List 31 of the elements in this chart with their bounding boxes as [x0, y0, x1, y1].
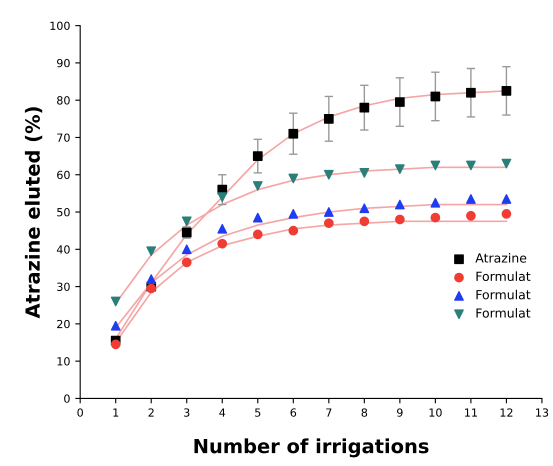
y-tick-label: 80	[57, 96, 70, 105]
y-tick-label: 90	[57, 58, 70, 68]
legend-label: Formulat	[476, 308, 530, 318]
y-axis-title: Atrazine eluted (%)	[24, 107, 42, 318]
x-tick-label: 5	[255, 408, 260, 417]
x-tick-label: 12	[500, 408, 512, 417]
y-tick-label: 30	[57, 282, 70, 291]
x-tick-label: 1	[113, 408, 118, 417]
x-axis-title: Number of irrigations	[194, 438, 428, 458]
x-tick-label: 8	[362, 408, 368, 417]
x-tick-label: 11	[465, 408, 477, 417]
legend-label: Atrazine	[475, 253, 526, 263]
y-tick-label: 40	[56, 245, 70, 254]
x-tick-label: 9	[397, 408, 403, 417]
x-tick-label: 13	[536, 408, 548, 417]
legend-label: Formulat	[476, 271, 530, 282]
x-tick-label: 6	[290, 408, 296, 417]
y-tick-label: 20	[57, 320, 70, 328]
x-tick-label: 7	[326, 408, 332, 417]
x-tick-label: 3	[184, 408, 190, 417]
y-tick-label: 10	[58, 357, 70, 366]
y-tick-label: 60	[57, 170, 70, 180]
x-tick-label: 0	[77, 408, 83, 417]
y-tick-label: 70	[57, 133, 70, 142]
y-tick-label: 100	[50, 22, 70, 30]
legend-label: Formulat	[476, 290, 530, 300]
x-tick-label: 4	[219, 408, 226, 417]
x-tick-label: 10	[430, 408, 442, 417]
y-tick-label: 50	[57, 208, 70, 216]
y-tick-label: 0	[64, 394, 70, 403]
x-tick-label: 2	[148, 408, 154, 417]
